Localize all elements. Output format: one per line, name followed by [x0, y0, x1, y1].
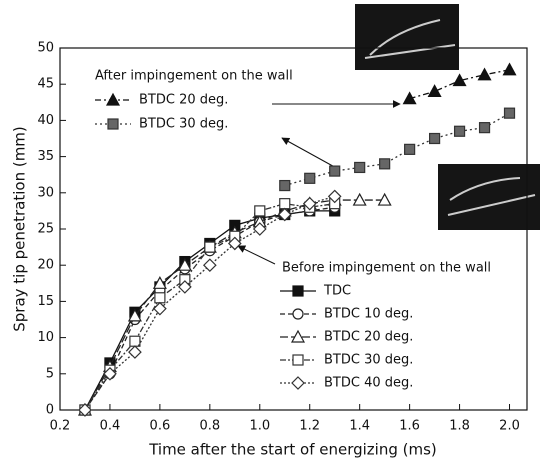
marker	[290, 329, 306, 343]
y-tick-label: 40	[37, 113, 54, 128]
x-tick-label: 1.0	[249, 419, 270, 434]
marker	[329, 165, 341, 177]
marker	[354, 161, 366, 174]
marker	[105, 92, 121, 106]
marker	[254, 205, 266, 217]
marker	[107, 118, 119, 130]
marker	[291, 376, 305, 390]
marker	[292, 308, 304, 320]
y-tick-label: 10	[37, 330, 54, 345]
marker	[304, 172, 316, 184]
annotation-arrow	[237, 245, 276, 265]
marker	[503, 107, 516, 119]
marker	[377, 192, 392, 206]
marker	[78, 403, 92, 417]
x-tick-label: 1.6	[399, 419, 420, 434]
y-tick-label: 0	[46, 403, 54, 418]
y-tick-label: 50	[37, 41, 54, 56]
x-tick-label: 2.0	[499, 419, 520, 434]
marker	[292, 354, 304, 366]
x-tick-label: 0.2	[50, 419, 71, 434]
marker	[277, 207, 292, 222]
marker	[292, 285, 304, 297]
legend-group-title: Before impingement on the wall	[282, 261, 491, 276]
marker	[279, 179, 291, 192]
series-line	[284, 112, 510, 187]
marker	[352, 192, 367, 206]
y-tick-label: 5	[46, 366, 54, 381]
marker	[452, 73, 467, 87]
marker	[428, 132, 441, 145]
marker	[127, 308, 142, 322]
inset-photo-detail	[364, 19, 456, 59]
y-tick-label: 45	[37, 77, 54, 92]
y-tick-label: 30	[37, 185, 54, 200]
series-line	[84, 206, 335, 411]
legend-label: TDC	[323, 284, 351, 299]
y-tick-label: 35	[37, 149, 54, 164]
marker	[477, 67, 492, 81]
series-line	[409, 69, 510, 100]
marker	[153, 301, 167, 316]
marker	[154, 292, 166, 304]
inset-photo	[355, 4, 459, 70]
marker	[327, 189, 342, 204]
legend-label: BTDC 10 deg.	[324, 307, 413, 322]
y-tick-label: 25	[37, 222, 54, 237]
y-axis-title: Spray tip penetration (mm)	[11, 126, 29, 332]
x-tick-label: 1.2	[299, 419, 320, 434]
x-tick-label: 0.8	[199, 419, 220, 434]
marker	[128, 345, 142, 359]
legend-label: BTDC 30 deg.	[139, 117, 228, 132]
inset-photo-detail	[447, 177, 536, 216]
legend-group-title: After impingement on the wall	[95, 69, 293, 84]
annotation-arrow	[281, 137, 341, 171]
y-tick-label: 15	[37, 294, 54, 309]
marker	[204, 241, 216, 253]
x-tick-label: 0.6	[150, 419, 171, 434]
marker	[202, 258, 217, 273]
x-tick-label: 0.4	[100, 419, 121, 434]
marker	[402, 91, 417, 105]
marker	[252, 222, 267, 236]
marker	[152, 276, 167, 289]
y-tick-label: 20	[37, 258, 54, 273]
legend-label: BTDC 30 deg.	[324, 353, 413, 368]
marker	[302, 196, 317, 211]
marker	[379, 158, 391, 170]
marker	[502, 62, 517, 76]
marker	[178, 280, 192, 294]
marker	[453, 125, 466, 137]
marker	[404, 143, 416, 155]
marker	[427, 84, 442, 98]
legend-label: BTDC 40 deg.	[324, 376, 413, 391]
x-axis-title: Time after the start of energizing (ms)	[148, 441, 437, 459]
marker	[279, 198, 291, 210]
x-tick-label: 1.8	[449, 419, 470, 434]
marker	[227, 236, 242, 251]
marker	[177, 257, 192, 271]
marker	[478, 122, 491, 134]
legend-label: BTDC 20 deg.	[139, 93, 228, 108]
legend-label: BTDC 20 deg.	[324, 330, 413, 345]
marker	[103, 366, 117, 381]
x-tick-label: 1.4	[349, 419, 370, 434]
